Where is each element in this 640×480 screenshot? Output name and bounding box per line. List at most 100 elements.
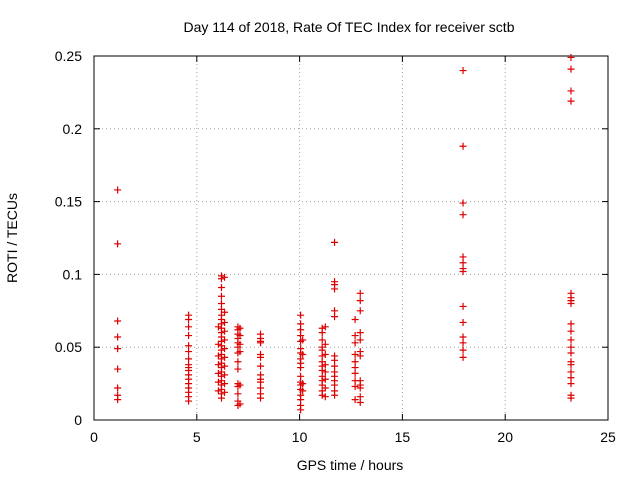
data-point — [114, 317, 122, 325]
data-point — [356, 399, 364, 407]
x-axis-label: GPS time / hours — [297, 457, 404, 473]
y-tick-label: 0.15 — [55, 194, 82, 210]
data-point — [459, 267, 467, 275]
axis-ticks: 0 5 10 15 20 25 0 0.05 0.1 0.15 0.2 0.25 — [55, 48, 616, 445]
y-tick-label: 0 — [74, 412, 82, 428]
data-point — [567, 300, 575, 308]
data-point — [356, 297, 364, 305]
data-point — [236, 332, 244, 340]
data-point — [214, 361, 222, 369]
plot-frame — [93, 55, 609, 421]
data-point — [318, 329, 326, 337]
data-point — [459, 346, 467, 354]
data-point — [299, 380, 307, 388]
y-tick-label: 0.25 — [55, 48, 82, 64]
data-point — [567, 65, 575, 73]
data-point — [257, 362, 265, 370]
data-point — [321, 340, 329, 348]
data-point — [257, 353, 265, 361]
data-point — [236, 400, 244, 408]
data-point — [459, 318, 467, 326]
data-point — [321, 384, 329, 392]
data-point — [217, 292, 225, 300]
data-point — [214, 340, 222, 348]
data-point — [356, 336, 364, 344]
data-point — [214, 378, 222, 386]
y-tick-label: 0.1 — [63, 266, 83, 282]
data-point — [221, 388, 229, 396]
data-point — [459, 199, 467, 207]
data-point — [321, 375, 329, 383]
data-point — [114, 384, 122, 392]
data-point — [356, 329, 364, 337]
data-point — [236, 324, 244, 332]
data-point — [185, 316, 193, 324]
data-point — [356, 307, 364, 315]
data-point — [114, 333, 122, 341]
data-point — [234, 365, 242, 373]
data-point — [297, 311, 305, 319]
data-point — [221, 273, 229, 281]
data-point — [567, 53, 575, 61]
y-tick-label: 0.05 — [55, 339, 82, 355]
data-point — [214, 387, 222, 395]
data-point — [299, 350, 307, 358]
y-axis-label: ROTI / TECUs — [4, 193, 20, 283]
data-point — [567, 327, 575, 335]
data-point — [221, 353, 229, 361]
data-point — [217, 275, 225, 283]
data-point — [221, 336, 229, 344]
x-tick-label: 15 — [395, 429, 411, 445]
data-point — [351, 339, 359, 347]
gridlines — [94, 56, 608, 420]
data-point — [221, 327, 229, 335]
data-point — [217, 394, 225, 402]
data-point — [257, 394, 265, 402]
data-point — [321, 368, 329, 376]
data-point — [567, 361, 575, 369]
data-point — [321, 323, 329, 331]
data-point — [221, 371, 229, 379]
data-point — [185, 397, 193, 405]
data-point — [331, 313, 339, 321]
data-point — [257, 339, 265, 347]
data-point — [356, 289, 364, 297]
data-point — [217, 284, 225, 292]
data-point — [351, 383, 359, 391]
data-point — [459, 353, 467, 361]
data-point — [351, 316, 359, 324]
data-point — [321, 393, 329, 401]
data-point — [331, 391, 339, 399]
x-tick-label: 25 — [600, 429, 616, 445]
data-point — [351, 369, 359, 377]
data-points — [114, 53, 575, 414]
data-point — [459, 142, 467, 150]
data-point — [299, 387, 307, 395]
data-point — [114, 345, 122, 353]
data-point — [221, 345, 229, 353]
data-point — [114, 240, 122, 248]
data-point — [567, 394, 575, 402]
data-point — [234, 358, 242, 366]
chart-title: Day 114 of 2018, Rate Of TEC Index for r… — [184, 19, 515, 35]
x-tick-label: 10 — [292, 429, 308, 445]
data-point — [221, 308, 229, 316]
data-point — [351, 396, 359, 404]
data-point — [567, 97, 575, 105]
data-point — [185, 332, 193, 340]
data-point — [459, 339, 467, 347]
data-point — [321, 350, 329, 358]
data-point — [234, 390, 242, 398]
x-tick-label: 5 — [193, 429, 201, 445]
data-point — [297, 364, 305, 372]
data-point — [214, 369, 222, 377]
data-point — [356, 352, 364, 360]
data-point — [318, 391, 326, 399]
data-point — [221, 380, 229, 388]
data-point — [321, 361, 329, 369]
data-point — [567, 380, 575, 388]
y-tick-label: 0.2 — [63, 121, 83, 137]
data-point — [114, 396, 122, 404]
data-point — [114, 186, 122, 194]
